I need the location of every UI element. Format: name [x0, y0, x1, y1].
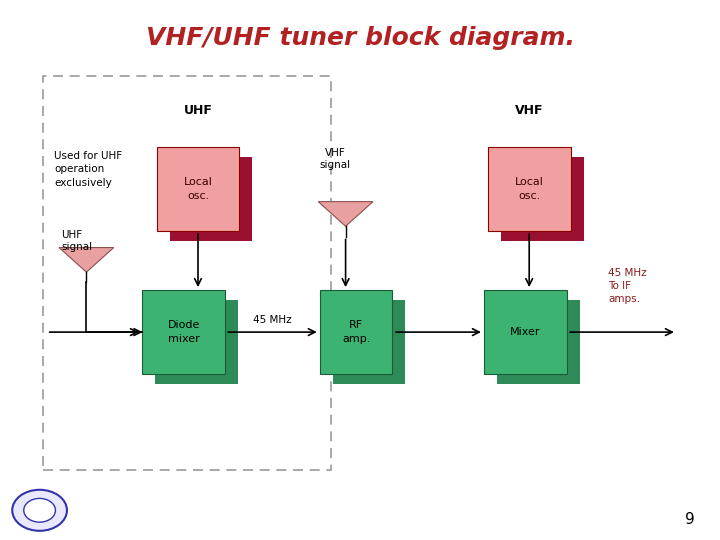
Bar — [143, 290, 225, 374]
Polygon shape — [318, 201, 373, 226]
Text: UHF
signal: UHF signal — [61, 230, 92, 252]
Text: VHF/UHF tuner block diagram.: VHF/UHF tuner block diagram. — [145, 26, 575, 50]
Text: UHF: UHF — [184, 104, 212, 117]
Bar — [501, 157, 583, 241]
Bar — [156, 300, 238, 383]
Circle shape — [12, 490, 67, 531]
Text: Mixer: Mixer — [510, 327, 541, 337]
Text: Used for UHF
operation
exclusively: Used for UHF operation exclusively — [54, 151, 122, 187]
Text: RF
amp.: RF amp. — [342, 320, 371, 344]
Circle shape — [24, 498, 55, 522]
Bar — [320, 290, 392, 374]
Text: 45 MHz
To IF
amps.: 45 MHz To IF amps. — [608, 268, 647, 305]
Text: 9: 9 — [685, 511, 695, 526]
Text: 45 MHz: 45 MHz — [253, 315, 292, 325]
Bar — [170, 157, 253, 241]
Bar — [498, 300, 580, 383]
Text: VHF
signal: VHF signal — [319, 148, 351, 170]
Text: VHF: VHF — [515, 104, 544, 117]
Bar — [484, 290, 567, 374]
Bar — [333, 300, 405, 383]
Polygon shape — [59, 247, 114, 272]
Bar — [488, 147, 571, 231]
Bar — [157, 147, 240, 231]
Text: Local
osc.: Local osc. — [515, 177, 544, 201]
Text: Local
osc.: Local osc. — [184, 177, 212, 201]
Bar — [43, 76, 331, 470]
Text: Diode
mixer: Diode mixer — [168, 320, 199, 344]
